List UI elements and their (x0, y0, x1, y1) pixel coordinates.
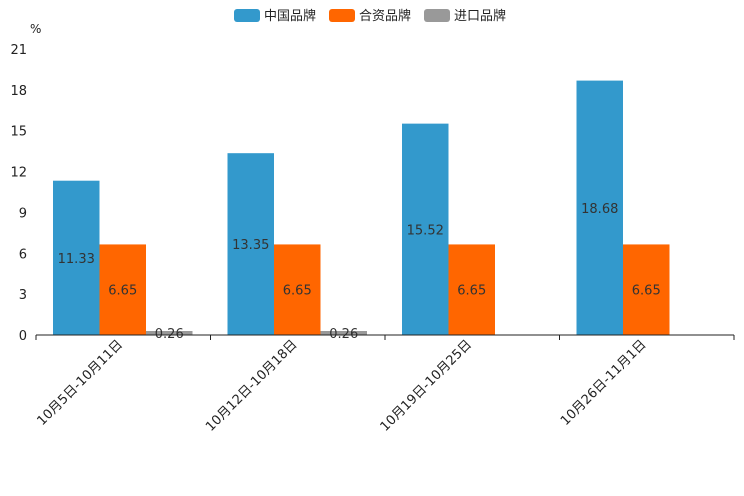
legend-label-jv: 合资品牌 (359, 8, 411, 24)
y-tick-label: 6 (19, 247, 27, 262)
x-category-label: 10月5日-10月11日 (34, 337, 126, 429)
bar-import-0[interactable] (146, 331, 193, 335)
bar-jv-2[interactable] (448, 244, 496, 335)
legend-item-import[interactable]: 进口品牌 (424, 8, 506, 24)
bar-jv-3[interactable] (623, 244, 670, 335)
y-tick-label: 18 (10, 84, 27, 99)
data-label-jv-1: 6.65 (283, 284, 312, 299)
bar-china-0[interactable] (53, 180, 100, 335)
legend-item-china[interactable]: 中国品牌 (234, 8, 316, 24)
y-tick-label: 12 (10, 166, 27, 181)
legend: 中国品牌 合资品牌 进口品牌 (234, 8, 506, 24)
bar-jv-1[interactable] (274, 244, 321, 335)
data-label-china-2: 15.52 (407, 223, 444, 238)
x-category-label: 10月26日-11月1日 (558, 337, 650, 429)
bar-import-1[interactable] (320, 331, 368, 335)
data-label-jv-2: 6.65 (457, 284, 486, 299)
bar-china-1[interactable] (227, 153, 275, 335)
y-tick-label: 9 (19, 206, 27, 221)
y-tick-label: 0 (19, 329, 27, 344)
y-tick-label: 21 (10, 43, 27, 58)
data-label-jv-0: 6.65 (108, 284, 137, 299)
legend-swatch-jv (329, 9, 355, 22)
legend-swatch-china (234, 9, 260, 22)
bar-jv-0[interactable] (99, 244, 147, 335)
y-axis-unit: % (30, 22, 41, 36)
y-tick-label: 15 (10, 125, 27, 140)
bar-china-3[interactable] (576, 80, 624, 335)
data-label-china-0: 11.33 (58, 252, 95, 267)
x-axis: 10月5日-10月11日 10月12日-10月18日 10月19日-10月25日 10… (34, 334, 735, 435)
y-tick-label: 3 (19, 288, 27, 303)
x-category-label: 10月12日-10月18日 (203, 337, 300, 434)
data-label-jv-3: 6.65 (632, 284, 661, 299)
legend-label-import: 进口品牌 (454, 8, 506, 24)
data-label-china-3: 18.68 (581, 202, 618, 217)
data-label-china-1: 13.35 (232, 238, 269, 253)
bar-china-2[interactable] (402, 123, 449, 335)
legend-item-jv[interactable]: 合资品牌 (329, 8, 411, 24)
legend-label-china: 中国品牌 (264, 8, 316, 24)
x-category-label: 10月19日-10月25日 (378, 337, 475, 434)
y-axis-ticks: 0 3 6 9 12 15 18 21 (10, 43, 27, 344)
legend-swatch-import (424, 9, 450, 22)
